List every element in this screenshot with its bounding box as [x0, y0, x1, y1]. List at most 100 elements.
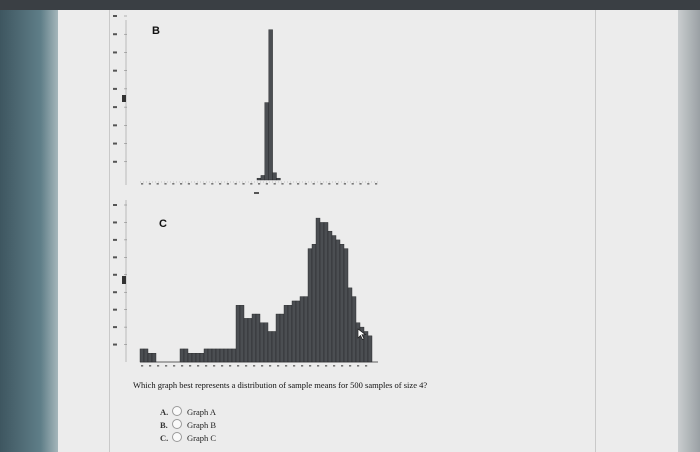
x-tick-label: [203, 183, 206, 185]
y-axis-label-b: [122, 95, 126, 102]
y-tick-label: [113, 204, 117, 206]
radio-c[interactable]: [172, 432, 182, 442]
x-tick-label: [343, 183, 346, 185]
top-window-strip: [0, 0, 700, 10]
x-tick-label: [277, 365, 280, 367]
histogram-bar: [283, 305, 289, 363]
histogram-bar: [247, 318, 253, 363]
histogram-bar: [251, 313, 257, 363]
question-sheet: [58, 10, 678, 452]
histogram-bar: [231, 348, 237, 363]
histogram-bar: [311, 244, 317, 363]
x-tick-label: [304, 183, 307, 185]
histogram-bar: [275, 313, 281, 363]
histogram-bar: [227, 348, 233, 363]
y-axis-label-c: [122, 276, 126, 284]
y-tick-label: [113, 106, 117, 109]
x-tick-label: [242, 183, 245, 185]
histogram-bar: [271, 331, 277, 363]
y-tick-label: [113, 273, 117, 276]
panel-label-b: B: [152, 25, 160, 37]
histogram-bar: [223, 348, 229, 363]
x-tick-label: [317, 365, 320, 367]
option-c-label: Graph C: [187, 433, 217, 443]
option-b-label: Graph B: [187, 420, 217, 430]
histogram-bar: [243, 318, 249, 363]
x-tick-label: [258, 183, 261, 185]
x-tick-label: [141, 365, 144, 367]
x-tick-label: [281, 183, 284, 185]
histogram-bar: [272, 172, 277, 181]
histogram-b: B: [113, 15, 380, 194]
histogram-bar: [276, 177, 281, 181]
panel-label-c: C: [159, 218, 167, 230]
histogram-bar: [327, 230, 333, 363]
x-tick-label: [197, 365, 200, 367]
x-tick-label: [219, 183, 222, 185]
y-tick-label: [113, 124, 117, 127]
histogram-bar: [268, 29, 273, 181]
histogram-bar: [183, 348, 189, 363]
option-b[interactable]: B. Graph B: [160, 419, 216, 430]
histogram-bar: [219, 348, 225, 363]
histogram-bar: [291, 300, 297, 363]
radio-a[interactable]: [172, 406, 182, 416]
histogram-bar: [307, 248, 313, 363]
x-tick-label: [229, 365, 232, 367]
x-tick-label: [351, 183, 354, 185]
histogram-bar: [187, 353, 193, 363]
histogram-bar: [295, 300, 301, 363]
x-tick-label: [328, 183, 331, 185]
histogram-bar: [211, 348, 217, 363]
mouse-cursor-icon: [357, 328, 367, 340]
histogram-bar: [239, 305, 245, 363]
x-tick-label: [359, 183, 362, 185]
y-tick-label: [113, 343, 117, 346]
x-tick-label: [253, 365, 256, 367]
right-scroll-edge: [678, 10, 700, 452]
histogram-bar: [319, 222, 325, 363]
x-tick-label: [173, 365, 176, 367]
histogram-bar: [151, 353, 157, 363]
histogram-bar: [215, 348, 221, 363]
x-tick-label: [297, 183, 300, 185]
histogram-bar: [259, 322, 265, 363]
x-tick-label: [309, 365, 312, 367]
x-tick-label: [189, 365, 192, 367]
x-axis-label-b: [254, 192, 259, 194]
x-tick-label: [365, 365, 368, 367]
x-tick-label: [141, 183, 144, 185]
x-tick-label: [181, 365, 184, 367]
histogram-bar: [287, 305, 293, 363]
histogram-bar: [347, 287, 353, 363]
x-tick-label: [273, 183, 276, 185]
x-tick-label: [265, 183, 268, 185]
option-a[interactable]: A. Graph A: [160, 406, 216, 417]
x-tick-label: [226, 183, 229, 185]
histogram-bar: [351, 296, 357, 363]
y-tick-label: [113, 160, 117, 163]
y-tick-label: [113, 308, 117, 311]
radio-b[interactable]: [172, 419, 182, 429]
histogram-bar: [335, 239, 341, 363]
y-tick-label: [113, 221, 117, 224]
histogram-bar: [235, 305, 241, 363]
x-tick-label: [149, 365, 152, 367]
x-tick-label: [221, 365, 224, 367]
histogram-bar: [279, 313, 285, 363]
x-tick-label: [312, 183, 315, 185]
histogram-bar: [339, 244, 345, 363]
x-tick-label: [245, 365, 248, 367]
x-tick-label: [341, 365, 344, 367]
y-tick-label: [113, 256, 117, 259]
histogram-bar: [267, 331, 273, 363]
x-tick-label: [213, 365, 216, 367]
option-c-letter: C.: [160, 433, 169, 443]
y-tick-label: [113, 238, 117, 241]
histogram-bar: [263, 322, 269, 363]
x-tick-label: [285, 365, 288, 367]
option-c[interactable]: C. Graph C: [160, 432, 216, 443]
sheet-grid-line: [595, 10, 596, 452]
histogram-c: C: [113, 200, 378, 367]
histogram-bar: [143, 348, 149, 363]
